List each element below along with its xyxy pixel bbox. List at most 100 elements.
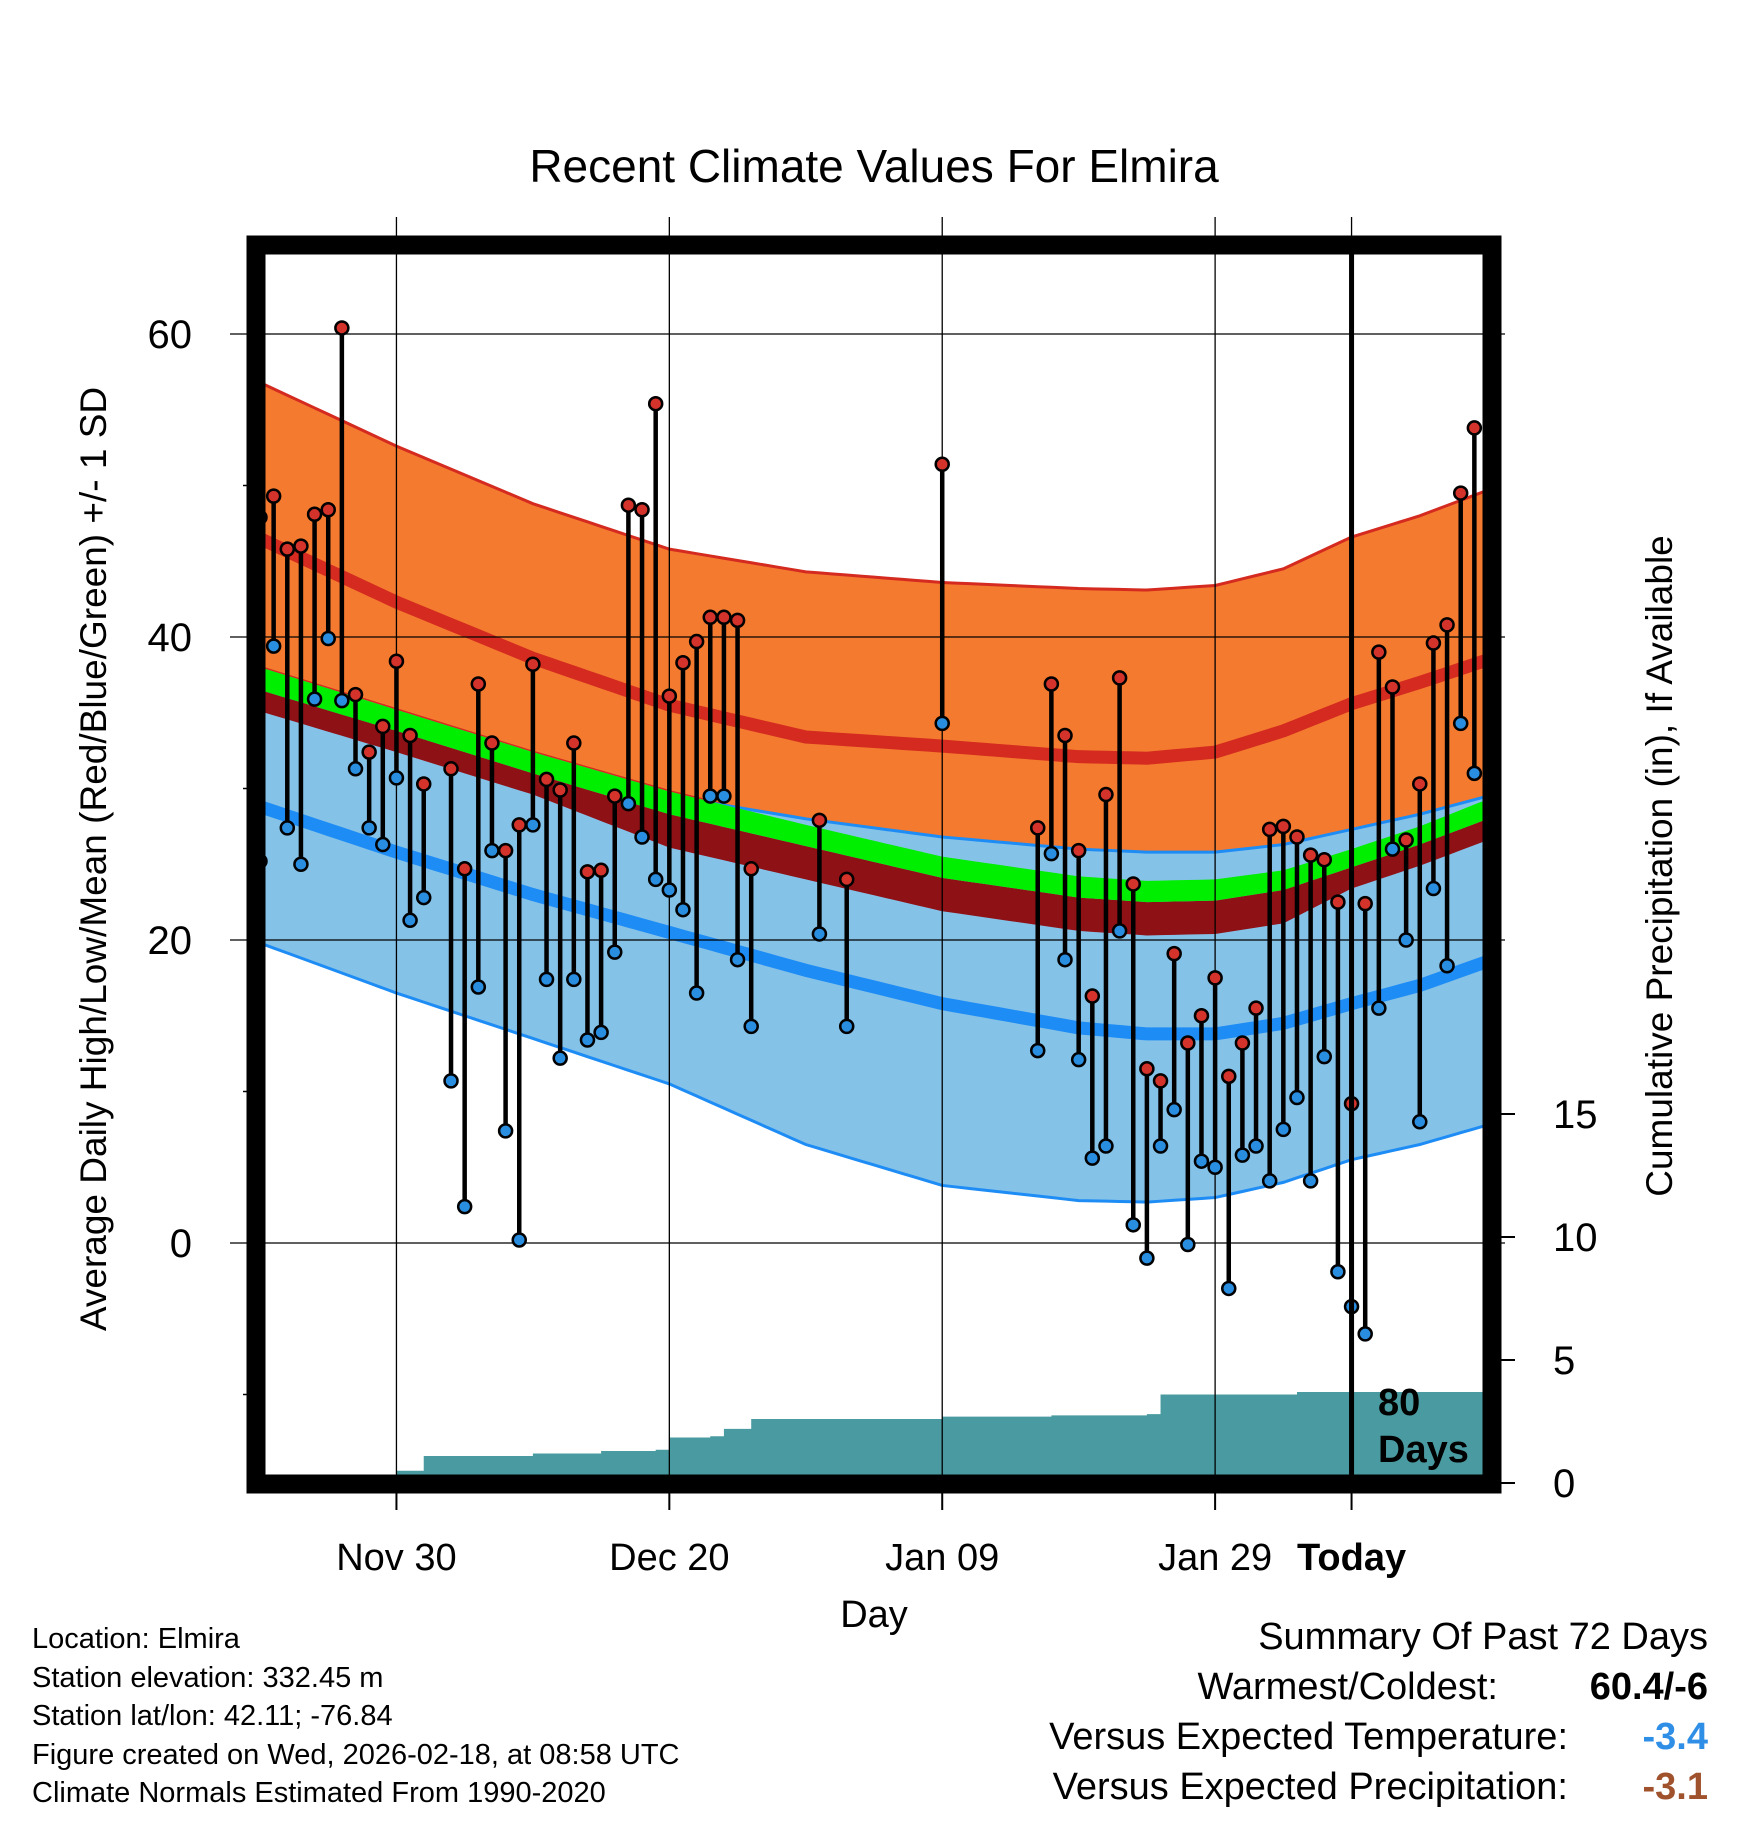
daily-high-point xyxy=(1139,1061,1155,1077)
daily-high-point xyxy=(388,653,405,669)
daily-low-point xyxy=(620,795,637,812)
created-text: Figure created on Wed, 2026-02-18, at 08… xyxy=(32,1738,680,1771)
y-tick-label: 40 xyxy=(148,616,193,660)
daily-low-point xyxy=(511,1232,527,1248)
daily-high-point xyxy=(566,735,582,751)
daily-high-point xyxy=(552,782,568,798)
daily-high-point xyxy=(1371,644,1387,660)
y-tick-label: 20 xyxy=(148,919,193,963)
daily-high-point xyxy=(593,862,609,879)
daily-low-point xyxy=(1302,1173,1319,1189)
daily-high-point xyxy=(415,776,432,792)
daily-high-point xyxy=(1302,847,1319,863)
daily-low-point xyxy=(743,1018,759,1035)
y-tick-label: 60 xyxy=(148,313,193,357)
daily-low-point xyxy=(1043,845,1060,862)
daily-low-point xyxy=(729,951,746,968)
daily-low-point xyxy=(1193,1153,1210,1169)
daily-low-point xyxy=(661,882,678,898)
daily-high-point xyxy=(1248,1000,1264,1016)
daily-low-point xyxy=(1234,1147,1251,1163)
warmest-label: Warmest/Coldest: xyxy=(1197,1666,1498,1708)
daily-low-point xyxy=(279,820,296,836)
precip-area xyxy=(369,1390,1488,1480)
daily-high-point xyxy=(334,320,350,336)
daily-high-point xyxy=(1084,988,1101,1004)
daily-low-point xyxy=(1289,1089,1305,1106)
daily-high-point xyxy=(716,609,732,626)
daily-high-point xyxy=(647,395,664,412)
daily-low-point xyxy=(320,630,336,647)
daily-high-point xyxy=(347,686,364,703)
y2-tick-label: 5 xyxy=(1553,1339,1575,1383)
mean-dark-band xyxy=(260,690,1488,936)
latlon-text: Station lat/lon: 42.11; -76.84 xyxy=(32,1700,393,1732)
daily-high-point xyxy=(1098,786,1114,803)
daily-low-point xyxy=(1261,1173,1278,1189)
daily-low-point xyxy=(388,770,405,786)
daily-high-point xyxy=(511,817,527,833)
daily-high-point xyxy=(1193,1008,1210,1024)
daily-low-point xyxy=(702,788,719,804)
daily-high-point xyxy=(811,812,828,829)
daily-low-point xyxy=(688,985,705,1001)
daily-low-point xyxy=(306,691,323,707)
daily-low-point xyxy=(1439,958,1455,974)
daily-high-point xyxy=(661,688,678,704)
warmest-value: 60.4/-6 xyxy=(1589,1666,1708,1708)
daily-low-point xyxy=(1152,1138,1169,1154)
daily-low-point xyxy=(1384,841,1401,857)
daily-low-point xyxy=(1412,1114,1428,1130)
daily-low-point xyxy=(375,836,391,853)
daily-high-point xyxy=(1180,1035,1196,1051)
daily-high-point xyxy=(1261,821,1278,838)
daily-low-point xyxy=(470,979,487,995)
daily-low-point xyxy=(443,1073,459,1089)
summary-title: Summary Of Past 72 Days xyxy=(1258,1616,1708,1658)
daily-high-point xyxy=(675,655,691,671)
daily-high-point xyxy=(293,538,309,554)
daily-low-point xyxy=(1098,1138,1114,1154)
chart-title: Recent Climate Values For Elmira xyxy=(529,140,1219,192)
daily-low-point xyxy=(1371,1000,1387,1016)
daily-low-point xyxy=(607,944,623,960)
daily-high-point xyxy=(265,488,282,504)
daily-high-point xyxy=(1425,635,1442,651)
daily-low-point xyxy=(1316,1048,1333,1065)
daily-high-point xyxy=(1029,820,1046,836)
daily-high-point xyxy=(1452,485,1469,501)
daily-low-point xyxy=(1275,1121,1292,1138)
location-text: Location: Elmira xyxy=(32,1623,240,1655)
daily-low-point xyxy=(293,856,309,872)
daily-high-point xyxy=(620,497,637,513)
daily-high-point xyxy=(743,861,759,877)
daily-low-point xyxy=(1029,1042,1046,1059)
precip-value: -3.1 xyxy=(1642,1766,1708,1808)
daily-low-point xyxy=(361,820,377,836)
daily-high-point xyxy=(538,771,555,788)
daily-high-point xyxy=(1221,1068,1237,1085)
daily-low-point xyxy=(538,971,555,988)
daily-high-point xyxy=(361,744,377,760)
normals-text: Climate Normals Estimated From 1990-2020 xyxy=(32,1777,606,1809)
daily-high-point xyxy=(402,727,418,744)
daily-low-point xyxy=(1207,1159,1223,1175)
daily-low-point xyxy=(402,912,418,929)
daily-high-point xyxy=(320,501,336,518)
temp-value: -3.4 xyxy=(1642,1716,1708,1758)
daily-low-point xyxy=(525,817,541,833)
daily-high-point xyxy=(375,718,391,735)
daily-low-point xyxy=(497,1123,514,1139)
daily-low-point xyxy=(566,971,582,988)
station-metadata: Location: Elmira Station elevation: 332.… xyxy=(32,1620,680,1813)
daily-high-point xyxy=(306,506,323,523)
daily-low-point xyxy=(1139,1250,1155,1266)
climate-chart: Recent Climate Values For Elmira Nov 30 D… xyxy=(73,140,1680,1636)
y2-tick-label: 0 xyxy=(1553,1462,1575,1506)
daily-low-point xyxy=(647,871,664,888)
daily-high-point xyxy=(1070,842,1087,859)
daily-high-point xyxy=(1398,832,1414,848)
daily-low-point xyxy=(1357,1326,1373,1342)
daily-low-point xyxy=(675,901,691,918)
summary-panel: Summary Of Past 72 Days Warmest/Coldest:… xyxy=(808,1616,1708,1816)
